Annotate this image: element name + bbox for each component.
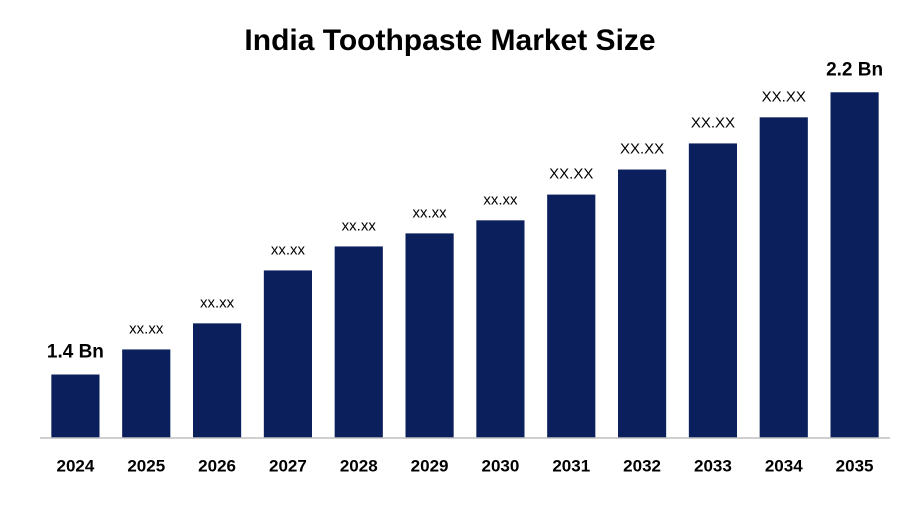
value-label: XX.XX [762,88,806,105]
x-tick-label: 2032 [623,456,661,475]
value-label: xx.xx [271,241,306,258]
value-label: 1.4 Bn [47,342,104,363]
x-tick-label: 2028 [340,456,378,475]
x-tick-label: 2031 [552,456,590,475]
bar [547,194,596,438]
x-tick-label: 2035 [836,456,874,475]
x-tick-label: 2027 [269,456,307,475]
bar [263,270,312,438]
value-label: xx.xx [200,294,235,311]
x-tick-label: 2034 [765,456,803,475]
value-label: xx.xx [342,217,377,234]
bar [405,233,454,438]
value-label: xx.xx [483,191,518,208]
value-label: xx.xx [129,320,164,337]
value-label: 2.2 Bn [826,59,883,80]
bar [759,117,808,438]
chart-title: India Toothpaste Market Size [244,24,655,57]
x-tick-label: 2033 [694,456,732,475]
value-label: XX.XX [691,114,735,131]
bar [334,246,383,438]
bar [122,349,171,438]
x-tick-label: 2024 [57,456,95,475]
value-label: xx.xx [412,204,447,221]
bar [688,143,737,439]
bar [830,92,879,439]
bar [193,323,242,438]
bar [51,374,100,438]
bar [618,169,667,438]
x-tick-label: 2026 [198,456,236,475]
bar [476,220,525,438]
value-label: XX.XX [620,141,664,158]
x-tick-label: 2030 [482,456,520,475]
x-tick-label: 2029 [411,456,449,475]
x-tick-label: 2025 [127,456,165,475]
value-label: XX.XX [549,166,593,183]
